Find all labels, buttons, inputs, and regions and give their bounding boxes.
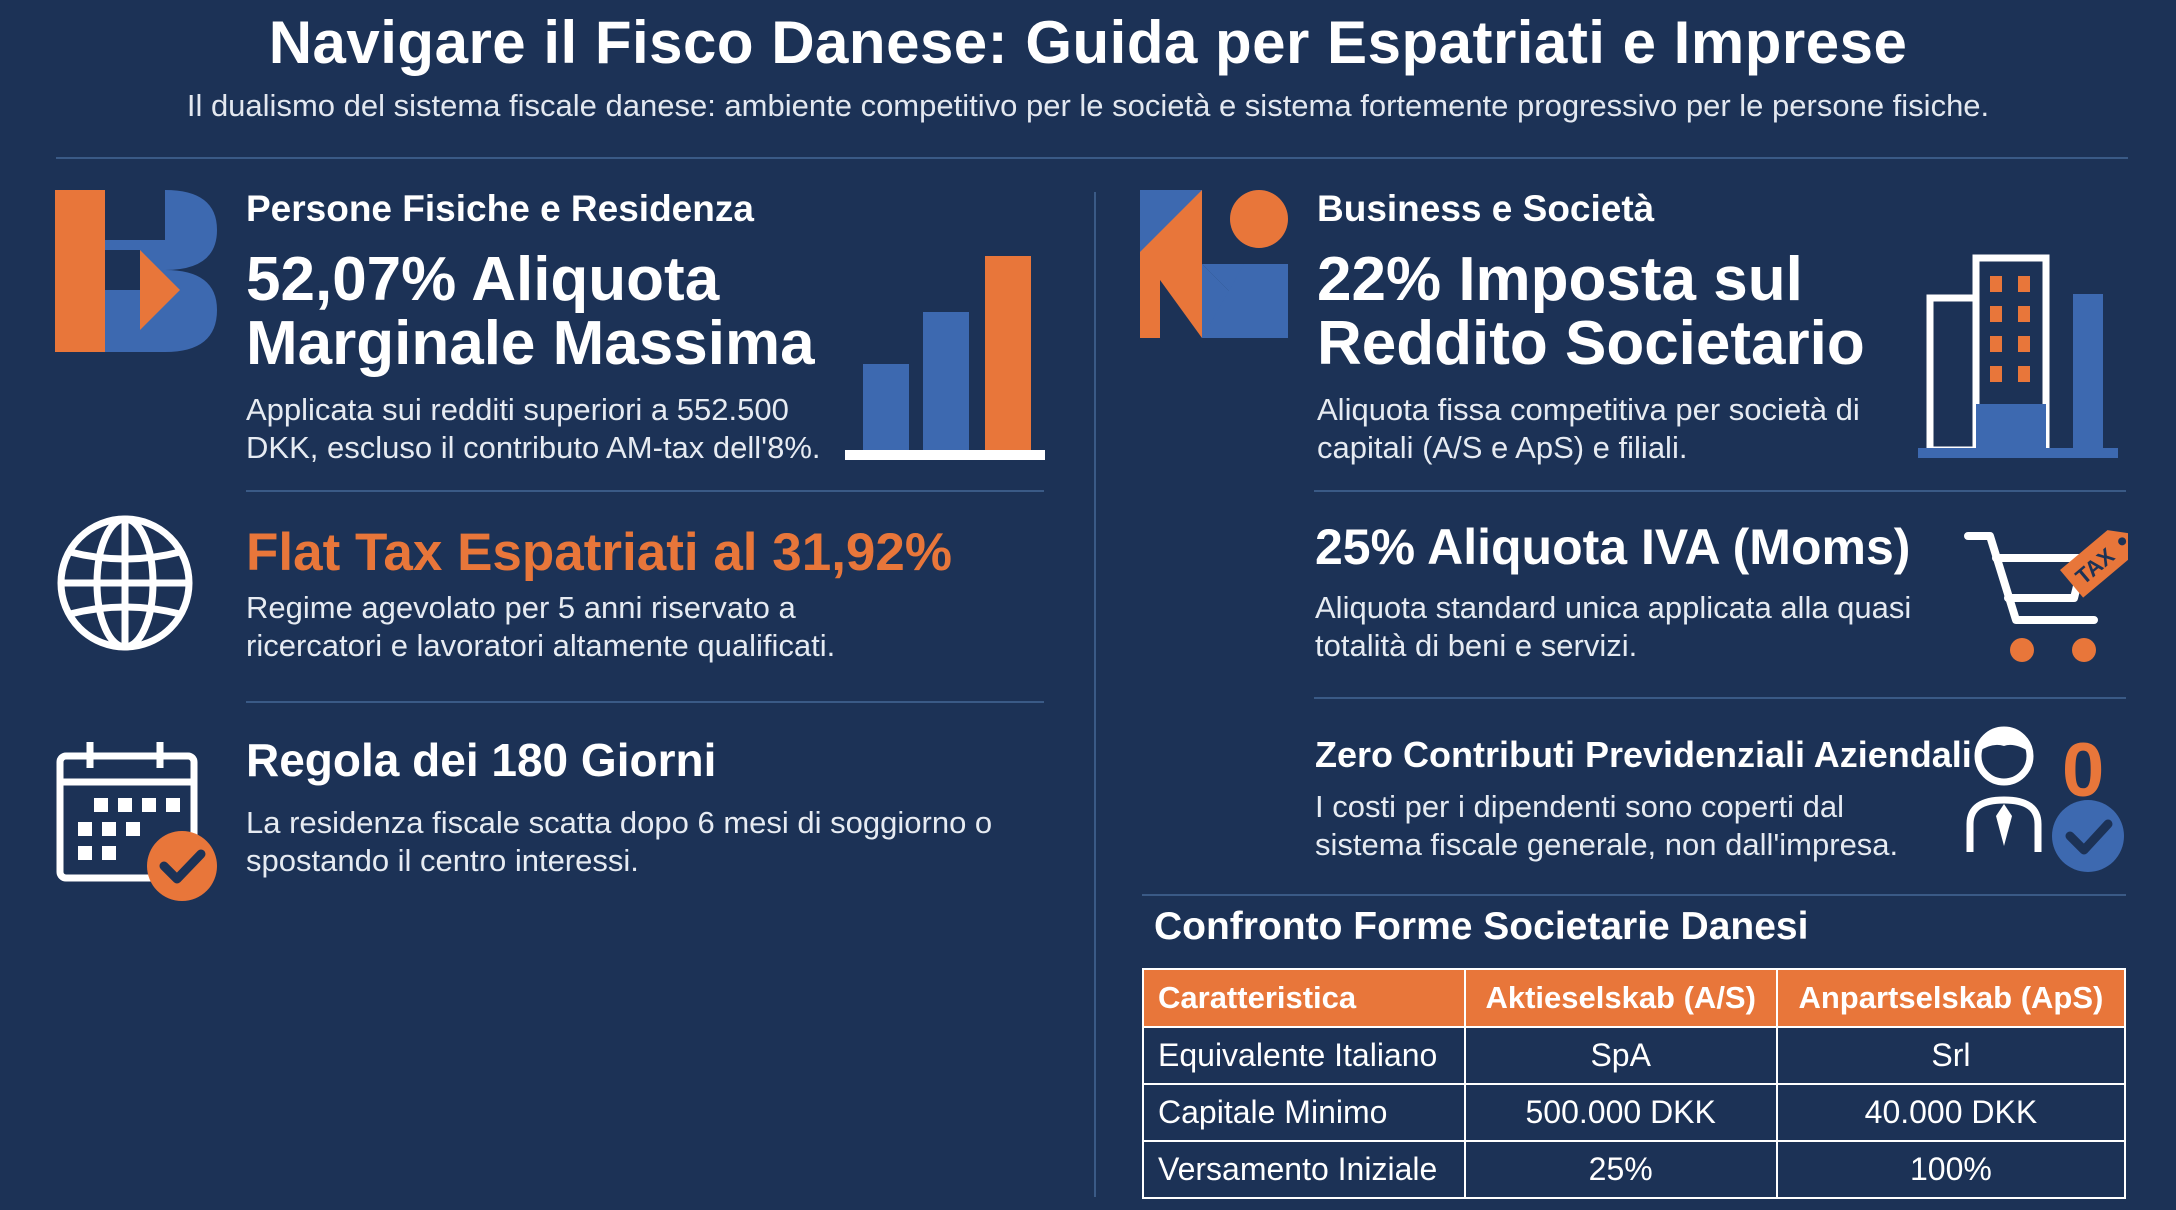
- residence-rule-desc-line1: La residenza fiscale scatta dopo 6 mesi …: [246, 805, 993, 840]
- corporate-tax-stat-line2: Reddito Societario: [1317, 309, 1865, 378]
- left-divider-1: [246, 490, 1044, 492]
- vat-desc-line1: Aliquota standard unica applicata alla q…: [1315, 590, 1912, 625]
- flat-tax-desc-line2: ricercatori e lavoratori altamente quali…: [246, 628, 836, 663]
- flat-tax-desc: Regime agevolato per 5 anni riservato a …: [246, 589, 835, 665]
- right-divider-2: [1314, 697, 2126, 699]
- flat-tax-stat: Flat Tax Espatriati al 31,92%: [246, 523, 953, 582]
- flat-tax-desc-line1: Regime agevolato per 5 anni riservato a: [246, 590, 796, 625]
- table-header-row: Caratteristica Aktieselskab (A/S) Anpart…: [1142, 968, 2127, 1028]
- header-aps: Anpartselskab (ApS): [1775, 968, 2127, 1028]
- table-row: Equivalente Italiano SpA Srl: [1142, 1026, 2127, 1085]
- row-label: Capitale Minimo: [1142, 1083, 1466, 1142]
- globe-icon: [57, 515, 193, 651]
- marginal-rate-desc-line2: DKK, escluso il contributo AM-tax dell'8…: [246, 430, 821, 465]
- header-characteristic: Caratteristica: [1142, 968, 1466, 1028]
- vat-desc-line2: totalità di beni e servizi.: [1315, 628, 1638, 663]
- header-divider: [56, 157, 2128, 159]
- company-forms-table: Caratteristica Aktieselskab (A/S) Anpart…: [1142, 968, 2127, 1199]
- persons-logo-icon: [55, 190, 217, 352]
- row-label: Versamento Iniziale: [1142, 1140, 1466, 1199]
- row-aps-value: 100%: [1775, 1140, 2127, 1199]
- calendar-check-icon: [56, 742, 217, 901]
- row-label: Equivalente Italiano: [1142, 1026, 1466, 1085]
- row-aps-value: Srl: [1775, 1026, 2127, 1085]
- corporate-tax-desc: Aliquota fissa competitiva per società d…: [1317, 391, 1860, 467]
- right-divider-1: [1314, 490, 2126, 492]
- zero-contrib-label: 0: [2062, 728, 2104, 813]
- marginal-rate-desc-line1: Applicata sui redditi superiori a 552.50…: [246, 392, 789, 427]
- row-as-value: 500.000 DKK: [1463, 1083, 1778, 1142]
- right-divider-3: [1142, 894, 2126, 896]
- social-contrib-desc-line2: sistema fiscale generale, non dall'impre…: [1315, 827, 1899, 862]
- corporate-tax-stat-line1: 22% Imposta sul: [1317, 245, 1803, 314]
- vat-desc: Aliquota standard unica applicata alla q…: [1315, 589, 1911, 665]
- residence-rule-desc: La residenza fiscale scatta dopo 6 mesi …: [246, 804, 992, 880]
- row-as-value: 25%: [1463, 1140, 1778, 1199]
- corporate-tax-desc-line2: capitali (A/S e ApS) e filiali.: [1317, 430, 1688, 465]
- employee-check-icon: 0: [1966, 726, 2124, 872]
- residence-rule-stat: Regola dei 180 Giorni: [246, 734, 717, 786]
- business-logo-icon: [1140, 190, 1288, 338]
- left-divider-2: [246, 701, 1044, 703]
- marginal-rate-stat-line2: Marginale Massima: [246, 309, 815, 378]
- corporate-tax-stat: 22% Imposta sul Reddito Societario: [1317, 248, 1865, 376]
- header-as: Aktieselskab (A/S): [1463, 968, 1778, 1028]
- social-contrib-desc-line1: I costi per i dipendenti sono coperti da…: [1315, 789, 1845, 824]
- residence-rule-desc-line2: spostando il centro interessi.: [246, 843, 639, 878]
- corporate-tax-desc-line1: Aliquota fissa competitiva per società d…: [1317, 392, 1860, 427]
- social-contrib-desc: I costi per i dipendenti sono coperti da…: [1315, 788, 1898, 864]
- page-subtitle: Il dualismo del sistema fiscale danese: …: [186, 88, 1990, 123]
- business-section-label: Business e Società: [1317, 188, 1655, 229]
- persons-section-label: Persone Fisiche e Residenza: [246, 188, 754, 229]
- office-building-icon: [1918, 254, 2118, 458]
- table-title: Confronto Forme Societarie Danesi: [1154, 905, 1809, 948]
- cart-tax-icon: TAX: [1964, 530, 2128, 662]
- bar-chart-icon: [845, 256, 1045, 460]
- vat-stat: 25% Aliquota IVA (Moms): [1315, 519, 1911, 575]
- marginal-rate-stat: 52,07% Aliquota Marginale Massima: [246, 248, 815, 376]
- row-as-value: SpA: [1463, 1026, 1778, 1085]
- marginal-rate-desc: Applicata sui redditi superiori a 552.50…: [246, 391, 821, 467]
- marginal-rate-stat-line1: 52,07% Aliquota: [246, 245, 720, 314]
- page-title: Navigare il Fisco Danese: Guida per Espa…: [268, 9, 1908, 76]
- social-contrib-stat: Zero Contributi Previdenziali Aziendali: [1315, 734, 1972, 775]
- table-row: Versamento Iniziale 25% 100%: [1142, 1140, 2127, 1199]
- column-divider: [1094, 192, 1096, 1197]
- row-aps-value: 40.000 DKK: [1775, 1083, 2127, 1142]
- table-row: Capitale Minimo 500.000 DKK 40.000 DKK: [1142, 1083, 2127, 1142]
